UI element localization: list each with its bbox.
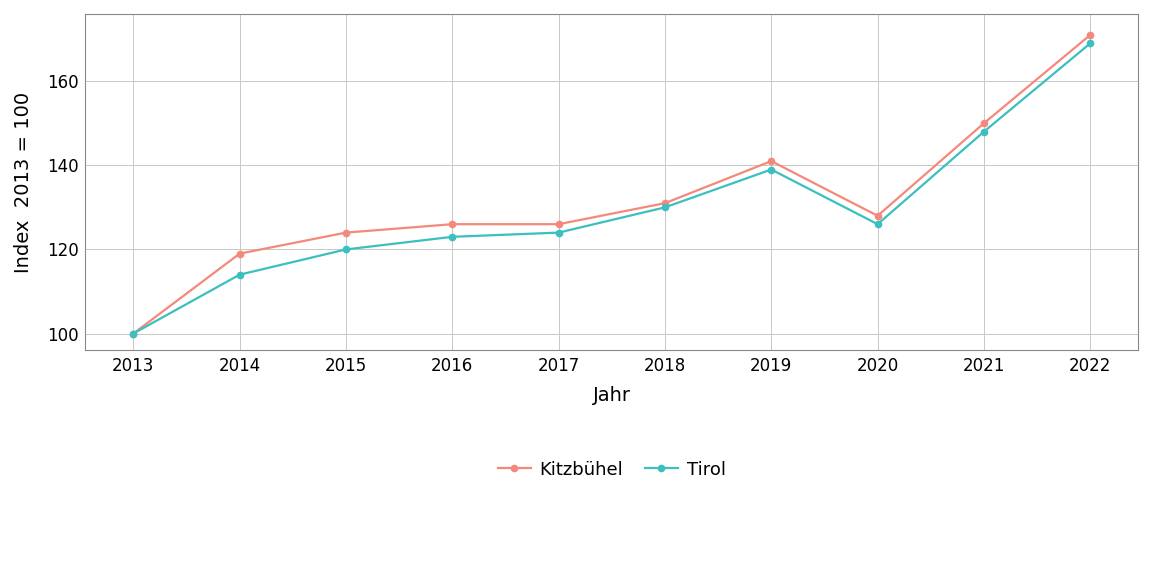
Kitzbühel: [233, 250, 247, 257]
Kitzbühel: [446, 221, 460, 228]
Tirol: [446, 233, 460, 240]
Kitzbühel: [552, 221, 566, 228]
Tirol: [765, 166, 779, 173]
Line: Tirol: Tirol: [130, 40, 1093, 337]
Tirol: [977, 128, 991, 135]
Tirol: [339, 246, 353, 253]
Kitzbühel: [339, 229, 353, 236]
Kitzbühel: [127, 330, 141, 337]
Kitzbühel: [977, 120, 991, 127]
Tirol: [552, 229, 566, 236]
Tirol: [658, 204, 672, 211]
Kitzbühel: [765, 158, 779, 165]
Line: Kitzbühel: Kitzbühel: [130, 32, 1093, 337]
Kitzbühel: [658, 200, 672, 207]
Y-axis label: Index  2013 = 100: Index 2013 = 100: [14, 92, 33, 272]
Tirol: [127, 330, 141, 337]
Legend: Kitzbühel, Tirol: Kitzbühel, Tirol: [491, 454, 733, 486]
Tirol: [233, 271, 247, 278]
Tirol: [871, 221, 885, 228]
Kitzbühel: [1083, 32, 1097, 39]
X-axis label: Jahr: Jahr: [593, 386, 631, 406]
Tirol: [1083, 40, 1097, 47]
Kitzbühel: [871, 213, 885, 219]
